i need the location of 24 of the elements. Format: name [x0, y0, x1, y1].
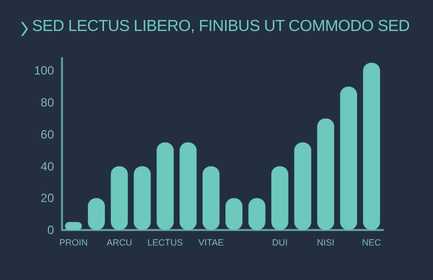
y-tick-label: 20 [40, 191, 54, 206]
x-tick-label: VITAE [198, 238, 224, 248]
bar [202, 166, 220, 230]
y-tick-label: 0 [47, 223, 54, 237]
x-tick-label: NISI [316, 238, 334, 248]
y-tick-label: 60 [40, 127, 54, 142]
bar [180, 142, 197, 230]
y-tick-label: 40 [40, 159, 54, 174]
x-tick-label: NEC [362, 238, 382, 248]
chart-title: SED LECTUS LIBERO, FINIBUS UT COMMODO SED [32, 18, 410, 36]
bar [156, 142, 174, 230]
bar [294, 142, 312, 230]
x-tick-label: DUI [272, 238, 288, 248]
x-tick-label: ARCU [106, 238, 132, 248]
x-tick-label: LECTUS [147, 238, 183, 248]
bar [134, 166, 151, 230]
bar [271, 166, 288, 230]
bar [363, 62, 380, 230]
bar [340, 86, 358, 230]
y-tick-label: 100 [34, 64, 54, 78]
x-tick-label: PROIN [59, 238, 88, 248]
y-tick-label: 80 [40, 96, 54, 110]
bar [317, 118, 334, 230]
bar [110, 166, 128, 230]
